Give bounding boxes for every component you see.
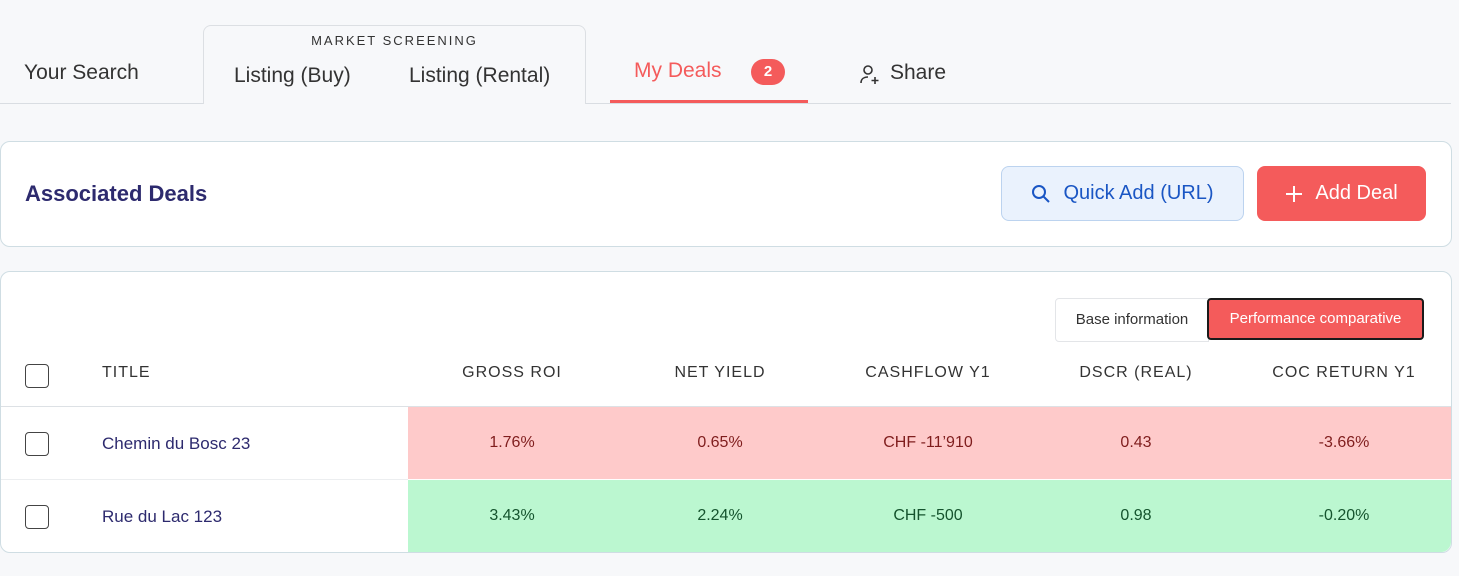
add-deal-button[interactable]: Add Deal — [1257, 166, 1426, 221]
metric-cell: 0.43 — [1120, 434, 1152, 451]
column-header: COC RETURN Y1 — [1272, 364, 1416, 381]
market-screening-group — [203, 25, 586, 104]
metric-cell: -3.66% — [1318, 434, 1370, 451]
metric-cell: 2.24% — [697, 507, 743, 524]
group-label: MARKET SCREENING — [311, 33, 478, 48]
row-bg — [408, 407, 1451, 479]
column-header: DSCR (REAL) — [1079, 364, 1193, 381]
plus-icon — [1286, 185, 1303, 202]
deal-title[interactable]: Chemin du Bosc 23 — [102, 434, 251, 453]
add-deal-label: Add Deal — [1315, 182, 1398, 204]
header-divider — [1, 406, 1451, 407]
metric-cell: 1.76% — [489, 434, 535, 451]
metric-cell: CHF -11’910 — [883, 434, 973, 451]
metric-cell: 0.98 — [1120, 507, 1152, 524]
column-header: TITLE — [102, 364, 151, 381]
quick-add-label: Quick Add (URL) — [1063, 182, 1214, 204]
active-tab-underline — [610, 100, 808, 103]
tab-my-deals[interactable]: My Deals — [634, 59, 722, 82]
column-header: CASHFLOW Y1 — [865, 364, 991, 381]
tab-your-search[interactable]: Your Search — [24, 61, 139, 84]
share-icon — [860, 65, 879, 84]
toggle-base[interactable]: Base information — [1055, 298, 1209, 342]
row-checkbox[interactable] — [25, 505, 49, 529]
section-title: Associated Deals — [25, 181, 208, 206]
tab-listing-rental[interactable]: Listing (Rental) — [409, 64, 551, 87]
toggle-performance[interactable]: Performance comparative — [1207, 298, 1424, 340]
badge: 2 — [751, 59, 785, 85]
tabs-divider — [0, 103, 1451, 104]
select-all-checkbox[interactable] — [25, 364, 49, 388]
tab-listing-buy[interactable]: Listing (Buy) — [234, 64, 351, 87]
deal-title[interactable]: Rue du Lac 123 — [102, 507, 223, 526]
column-header: GROSS ROI — [462, 364, 562, 381]
search-icon — [1032, 184, 1051, 203]
metric-cell: CHF -500 — [893, 507, 963, 524]
metric-cell: -0.20% — [1318, 507, 1370, 524]
row-bg — [408, 480, 1451, 552]
column-header: NET YIELD — [674, 364, 766, 381]
tab-share[interactable]: Share — [890, 61, 947, 84]
metric-cell: 0.65% — [697, 434, 743, 451]
metric-cell: 3.43% — [489, 507, 535, 524]
row-checkbox[interactable] — [25, 432, 49, 456]
row-divider — [1, 479, 408, 480]
quick-add-button[interactable]: Quick Add (URL) — [1001, 166, 1244, 221]
